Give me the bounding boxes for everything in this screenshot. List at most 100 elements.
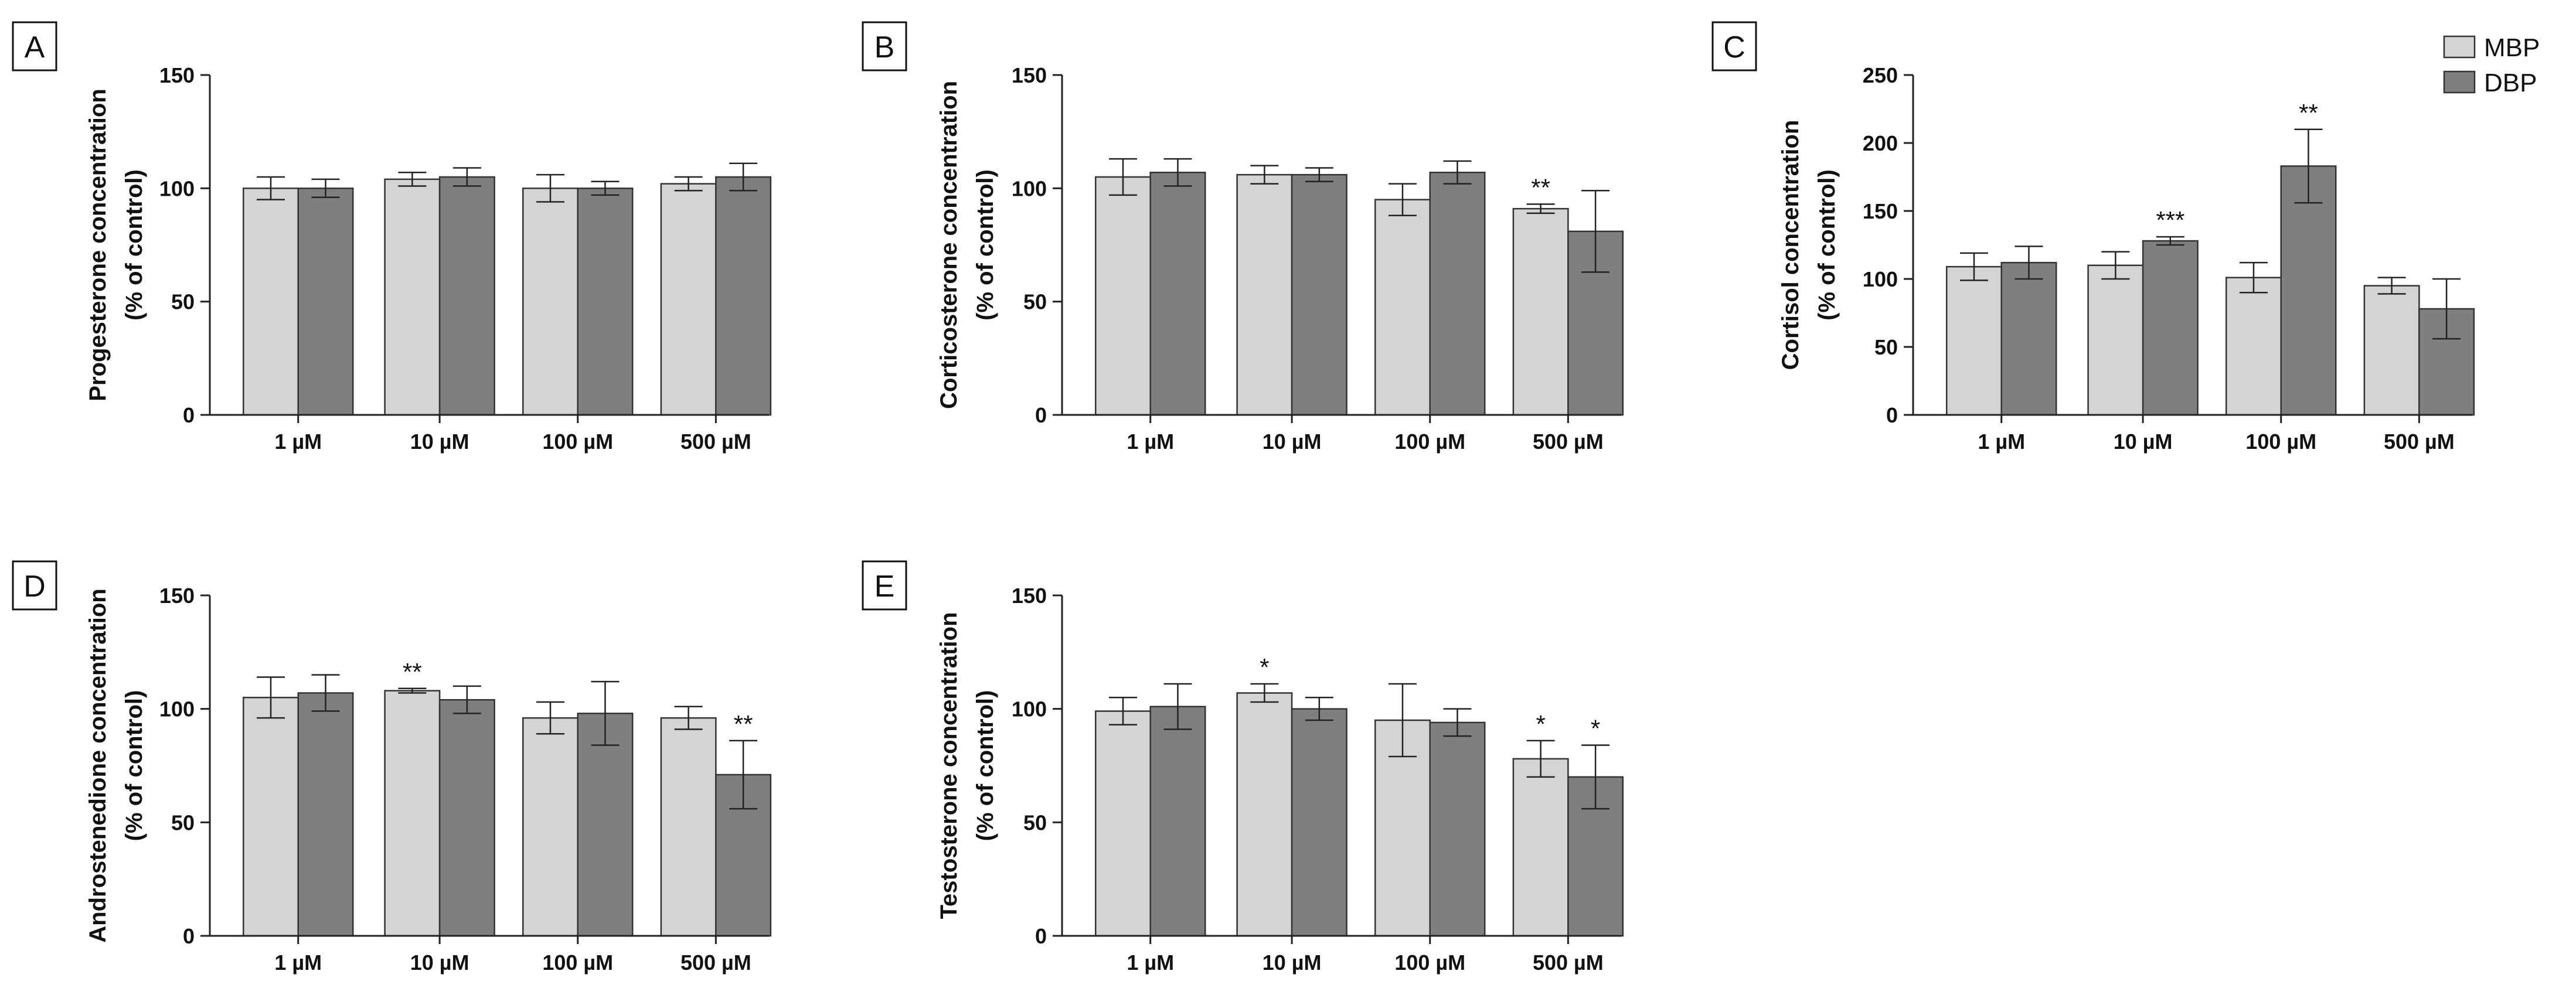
significance-mark: **	[734, 710, 753, 738]
x-tick-label: 100 µM	[2245, 430, 2316, 454]
bar-dbp	[1149, 172, 1206, 416]
bar-mbp	[1512, 758, 1569, 937]
panel-letter-box	[12, 21, 57, 71]
panel-letter-box	[862, 560, 907, 611]
bar-mbp	[384, 178, 441, 416]
bar-dbp	[1291, 173, 1347, 416]
x-tick-label: 10 µM	[410, 430, 469, 454]
y-tick-label: 50	[1023, 810, 1047, 834]
y-tick-label: 100	[159, 697, 195, 721]
y-tick-label: 0	[183, 924, 195, 948]
x-tick-label: 100 µM	[1394, 950, 1465, 975]
x-tick-label: 100 µM	[542, 430, 613, 454]
significance-mark: **	[403, 658, 422, 686]
bar-mbp	[1374, 199, 1431, 416]
y-axis-label: Progesterone concentration	[85, 88, 111, 401]
bar-dbp	[2142, 240, 2199, 416]
x-tick-label: 10 µM	[410, 950, 469, 975]
y-axis-label: Androstenedione concentration	[85, 588, 111, 943]
significance-mark: **	[1531, 173, 1550, 201]
chart-panel-b: B Corticosterone concentration (% of contr…	[862, 21, 1624, 454]
x-tick-label: 500 µM	[680, 950, 751, 975]
y-axis-label-unit: (% of control)	[972, 690, 998, 841]
significance-mark: *	[1536, 710, 1545, 738]
y-tick-label: 150	[159, 584, 195, 608]
x-tick-label: 500 µM	[1533, 430, 1604, 454]
bar-dbp	[2000, 261, 2057, 416]
x-tick-label: 1 µM	[274, 950, 322, 975]
bar-dbp	[438, 176, 495, 416]
x-tick-label: 1 µM	[1127, 950, 1174, 975]
y-axis-label-unit: (% of control)	[972, 169, 998, 321]
y-tick-label: 50	[1023, 290, 1047, 314]
x-tick-label: 500 µM	[2384, 430, 2455, 454]
y-tick-label: 150	[1012, 63, 1047, 87]
y-tick-label: 150	[1863, 199, 1898, 223]
y-axis-label: Testosterone concentration	[936, 612, 962, 919]
x-tick-label: 500 µM	[680, 430, 751, 454]
y-tick-label: 0	[1035, 403, 1047, 427]
y-tick-label: 100	[159, 176, 195, 200]
y-tick-label: 250	[1863, 63, 1898, 87]
bar-dbp	[297, 692, 354, 937]
bar-dbp	[438, 699, 495, 937]
significance-mark: **	[2299, 99, 2318, 127]
bar-mbp	[242, 188, 299, 416]
bar-mbp	[660, 717, 717, 937]
bar-mbp	[522, 188, 579, 416]
y-axis-label: Corticosterone concentration	[936, 81, 962, 409]
bar-mbp	[2087, 264, 2144, 416]
y-tick-label: 50	[171, 810, 195, 834]
panel-letter-box	[862, 21, 907, 71]
chart-panel-c: C Cortisol concentration (% of control) 0 50…	[1711, 21, 2475, 454]
panel-letter: A	[25, 30, 45, 64]
y-tick-label: 50	[1874, 335, 1898, 359]
x-tick-label: 1 µM	[1978, 430, 2025, 454]
bar-dbp	[715, 176, 772, 416]
panel-letter: D	[23, 570, 46, 604]
x-tick-label: 10 µM	[1263, 950, 1322, 975]
y-tick-label: 50	[171, 290, 195, 314]
bar-mbp	[1094, 176, 1151, 416]
significance-mark: *	[1260, 653, 1269, 681]
bar-mbp	[242, 697, 299, 937]
bar-mbp	[1945, 265, 2002, 416]
bar-mbp	[522, 717, 579, 937]
legend-label-mbp: MBP	[2484, 33, 2540, 62]
bar-dbp	[2280, 165, 2337, 416]
y-tick-label: 150	[159, 63, 195, 87]
x-tick-label: 100 µM	[1394, 430, 1465, 454]
bar-mbp	[1236, 692, 1293, 937]
x-tick-label: 1 µM	[274, 430, 322, 454]
legend: MBP DBP	[2443, 33, 2540, 97]
legend-swatch-dbp	[2443, 70, 2476, 94]
bar-dbp	[1291, 708, 1347, 937]
chart-panel-a: A Progesterone concentration (% of control…	[12, 21, 772, 454]
bar-mbp	[2363, 285, 2420, 416]
x-tick-label: 100 µM	[542, 950, 613, 975]
chart-panel-d: D Androstenedione concentration (% of cont…	[12, 560, 772, 975]
panel-letter: B	[874, 30, 895, 64]
x-tick-label: 500 µM	[1533, 950, 1604, 975]
y-axis-label-unit: (% of control)	[121, 690, 147, 841]
x-tick-label: 10 µM	[2114, 430, 2173, 454]
y-tick-label: 150	[1012, 584, 1047, 608]
y-axis-label-unit: (% of control)	[121, 169, 147, 321]
chart-panel-e: E Testosterone concentration (% of control…	[862, 560, 1624, 975]
bar-dbp	[1429, 721, 1486, 937]
panel-letter-box	[1711, 21, 1757, 71]
y-tick-label: 0	[183, 403, 195, 427]
panel-letter: C	[1723, 30, 1745, 64]
bar-dbp	[297, 188, 354, 416]
significance-mark: ***	[2156, 206, 2184, 234]
bar-dbp	[1149, 706, 1206, 937]
x-tick-label: 10 µM	[1263, 430, 1322, 454]
legend-label-dbp: DBP	[2484, 69, 2537, 97]
bar-mbp	[1512, 207, 1569, 416]
y-tick-label: 100	[1012, 176, 1047, 200]
bar-dbp	[577, 188, 634, 416]
y-tick-label: 0	[1035, 924, 1047, 948]
bar-dbp	[1429, 172, 1486, 416]
bar-mbp	[384, 690, 441, 937]
